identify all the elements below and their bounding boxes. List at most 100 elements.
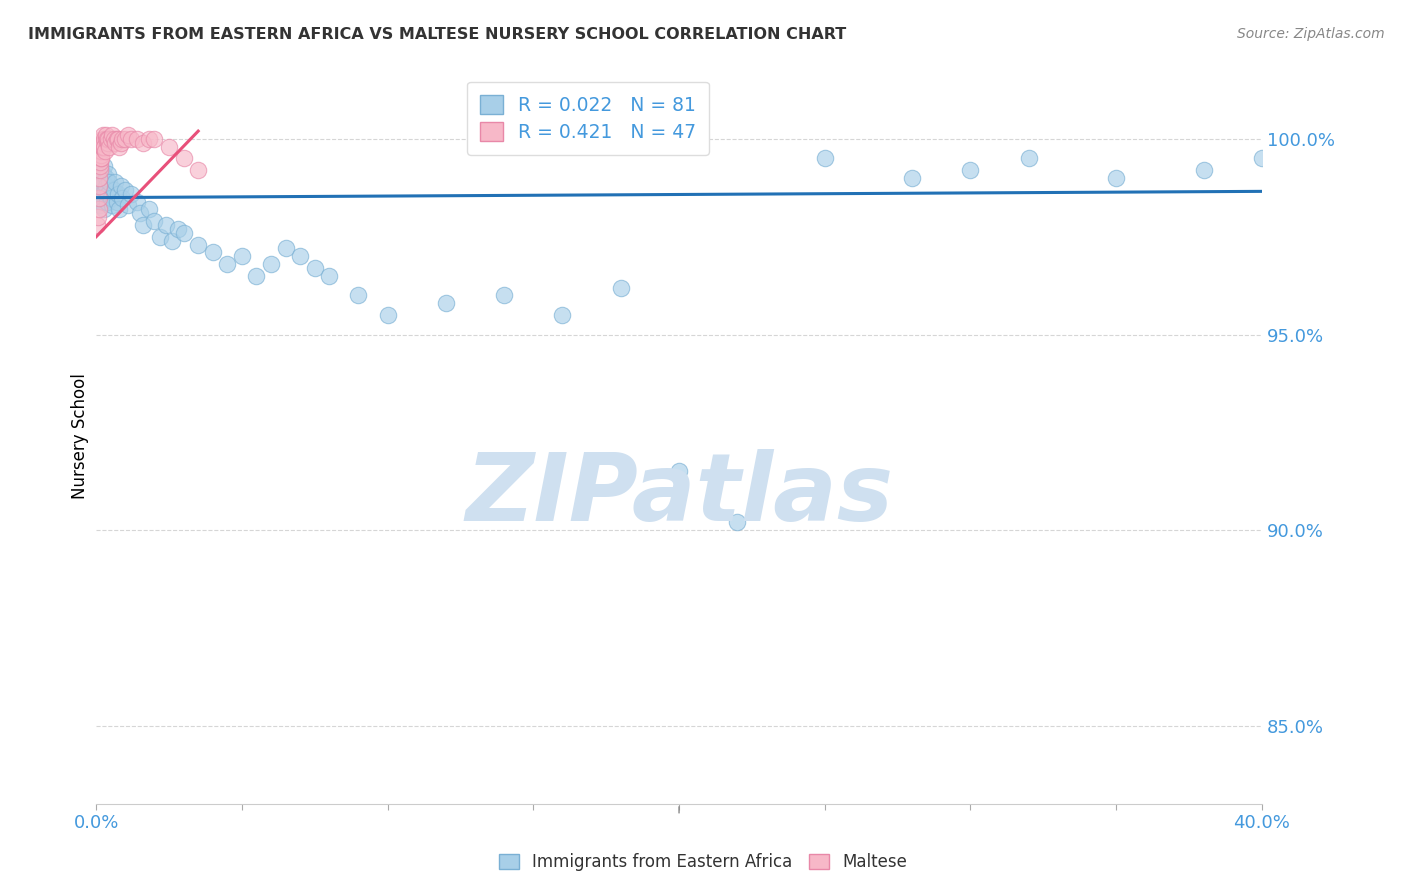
Point — [86, 191, 108, 205]
Point — [245, 268, 267, 283]
Point — [143, 132, 166, 146]
Point — [107, 186, 129, 201]
Point — [94, 132, 117, 146]
Point — [87, 171, 110, 186]
Point — [1251, 152, 1274, 166]
Point — [132, 218, 155, 232]
Point — [91, 167, 114, 181]
Point — [494, 288, 516, 302]
Point — [90, 152, 112, 166]
Point — [143, 214, 166, 228]
Point — [117, 198, 139, 212]
Point — [98, 140, 121, 154]
Point — [87, 191, 110, 205]
Point — [93, 159, 115, 173]
Point — [90, 194, 112, 209]
Point — [187, 163, 209, 178]
Point — [89, 171, 111, 186]
Text: ZIPatlas: ZIPatlas — [465, 449, 893, 541]
Point — [377, 308, 399, 322]
Point — [91, 128, 114, 142]
Point — [101, 128, 124, 142]
Point — [110, 136, 132, 150]
Point — [117, 128, 139, 142]
Point — [90, 147, 112, 161]
Point — [166, 222, 188, 236]
Point — [90, 144, 112, 158]
Point — [103, 132, 125, 146]
Point — [90, 171, 112, 186]
Point — [901, 171, 924, 186]
Point — [96, 194, 118, 209]
Point — [160, 234, 183, 248]
Point — [132, 136, 155, 150]
Point — [94, 171, 117, 186]
Point — [1105, 171, 1128, 186]
Point — [100, 132, 122, 146]
Point — [668, 465, 690, 479]
Point — [434, 296, 457, 310]
Point — [347, 288, 370, 302]
Point — [104, 175, 127, 189]
Point — [120, 186, 142, 201]
Point — [101, 198, 124, 212]
Point — [91, 171, 114, 186]
Point — [90, 178, 112, 193]
Point — [89, 159, 111, 173]
Point — [87, 163, 110, 178]
Point — [260, 257, 283, 271]
Point — [173, 152, 195, 166]
Point — [94, 183, 117, 197]
Point — [86, 218, 108, 232]
Point — [87, 178, 110, 193]
Point — [1018, 152, 1040, 166]
Point — [274, 242, 297, 256]
Point — [97, 136, 120, 150]
Point — [93, 140, 115, 154]
Point — [155, 218, 177, 232]
Point — [89, 198, 111, 212]
Point — [91, 140, 114, 154]
Point — [91, 136, 114, 150]
Point — [110, 178, 132, 193]
Point — [90, 191, 112, 205]
Point — [231, 249, 253, 263]
Point — [1367, 163, 1389, 178]
Point — [105, 132, 128, 146]
Point — [87, 210, 110, 224]
Point — [105, 194, 128, 209]
Point — [93, 132, 115, 146]
Y-axis label: Nursery School: Nursery School — [72, 374, 89, 500]
Point — [114, 132, 136, 146]
Text: IMMIGRANTS FROM EASTERN AFRICA VS MALTESE NURSERY SCHOOL CORRELATION CHART: IMMIGRANTS FROM EASTERN AFRICA VS MALTES… — [28, 27, 846, 42]
Text: Source: ZipAtlas.com: Source: ZipAtlas.com — [1237, 27, 1385, 41]
Point — [96, 132, 118, 146]
Point — [89, 163, 111, 178]
Point — [108, 140, 131, 154]
Point — [217, 257, 239, 271]
Point — [551, 308, 574, 322]
Point — [138, 132, 160, 146]
Point — [103, 183, 125, 197]
Point — [89, 183, 111, 197]
Point — [304, 260, 326, 275]
Point — [87, 202, 110, 217]
Point — [725, 516, 748, 530]
Point — [97, 132, 120, 146]
Point — [104, 136, 127, 150]
Point — [89, 155, 111, 169]
Point — [91, 191, 114, 205]
Point — [87, 178, 110, 193]
Point — [138, 202, 160, 217]
Point — [187, 237, 209, 252]
Point — [959, 163, 981, 178]
Point — [290, 249, 312, 263]
Point — [610, 280, 633, 294]
Point — [114, 183, 136, 197]
Point — [93, 202, 115, 217]
Point — [91, 132, 114, 146]
Point — [318, 268, 340, 283]
Point — [87, 186, 110, 201]
Point — [90, 163, 112, 178]
Point — [91, 186, 114, 201]
